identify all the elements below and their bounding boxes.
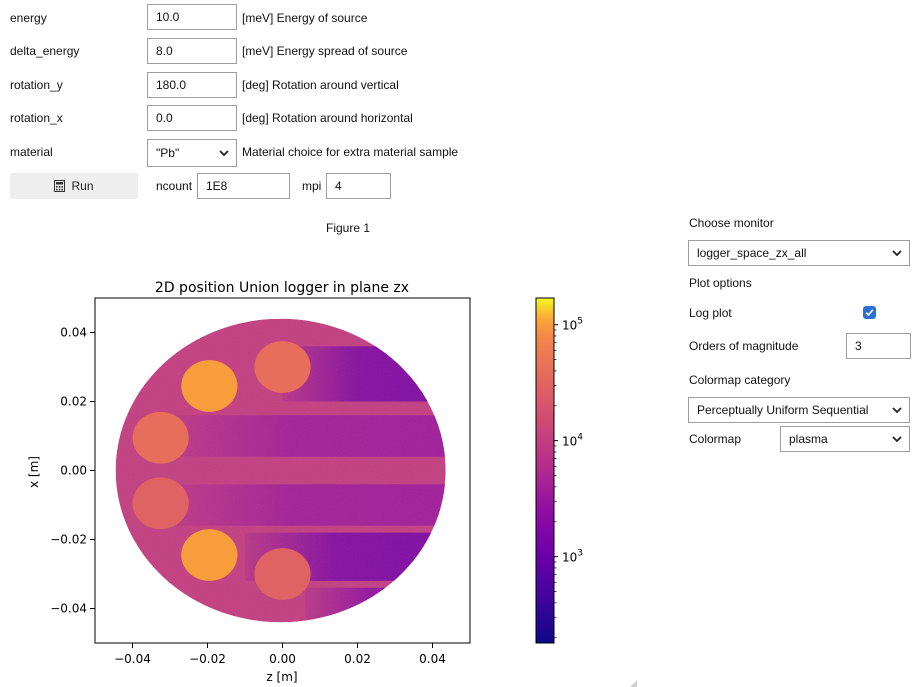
log-plot-checkbox[interactable] (863, 306, 876, 319)
hot-spot (181, 529, 238, 581)
run-button[interactable]: Run (10, 173, 138, 199)
choose-monitor-label: Choose monitor (689, 216, 774, 230)
colorbar-tick-label: 103 (562, 549, 583, 565)
y-tick-label: −0.02 (50, 533, 87, 547)
rotation-x-label: rotation_x (10, 111, 63, 125)
x-tick-label: 0.00 (269, 652, 296, 666)
orders-of-magnitude-label: Orders of magnitude (689, 339, 799, 353)
material-description: Material choice for extra material sampl… (242, 145, 459, 159)
y-axis-label: x [m] (27, 456, 41, 488)
material-label: material (10, 145, 53, 159)
colorbar-tick-label: 105 (562, 317, 583, 333)
colormap-select-value: plasma (789, 432, 828, 446)
hot-spot (254, 341, 311, 393)
delta-energy-input[interactable] (147, 38, 237, 64)
chevron-down-icon (892, 407, 902, 414)
colorbar-ticks: 105 104 103 (554, 317, 583, 639)
mpi-label: mpi (302, 179, 322, 193)
energy-input[interactable] (147, 4, 237, 30)
colorbar-tick-exponent: 4 (577, 433, 583, 443)
spots-group (132, 341, 311, 600)
colormap-category-value: Perceptually Uniform Sequential (697, 403, 869, 417)
material-select-value: "Pb" (156, 146, 180, 160)
y-tick-label: −0.04 (50, 602, 87, 616)
x-tick-label: −0.02 (189, 652, 226, 666)
hot-spot (254, 548, 311, 600)
ncount-label: ncount (156, 179, 193, 193)
x-axis: −0.04 −0.02 0.00 0.02 0.04 (114, 643, 446, 666)
colormap-label: Colormap (689, 432, 742, 446)
hot-spot (132, 411, 189, 464)
colormap-select[interactable]: plasma (780, 426, 910, 452)
monitor-select[interactable]: logger_space_zx_all (688, 240, 910, 266)
checkmark-icon (865, 309, 874, 317)
colorbar-tick-exponent: 5 (577, 317, 583, 327)
chevron-down-icon (892, 250, 902, 257)
rotation-x-description: [deg] Rotation around horizontal (242, 111, 413, 125)
colorbar-tick-exponent: 3 (577, 549, 583, 559)
log-plot-label: Log plot (689, 306, 732, 320)
y-tick-label: 0.04 (60, 326, 87, 340)
y-tick-label: 0.02 (60, 395, 87, 409)
material-select[interactable]: "Pb" (147, 139, 237, 167)
rotation-y-input[interactable] (147, 72, 237, 98)
orders-of-magnitude-input[interactable] (846, 333, 911, 359)
chart-title: 2D position Union logger in plane zx (155, 280, 409, 296)
ncount-input[interactable] (197, 173, 290, 199)
x-axis-label: z [m] (266, 670, 297, 684)
colorbar-tick-label: 104 (562, 433, 583, 449)
monitor-select-value: logger_space_zx_all (697, 246, 807, 260)
x-tick-label: 0.04 (419, 652, 446, 666)
rotation-y-label: rotation_y (10, 78, 63, 92)
calculator-icon (54, 180, 66, 192)
delta-energy-description: [meV] Energy spread of source (242, 44, 408, 58)
colormap-category-select[interactable]: Perceptually Uniform Sequential (688, 397, 910, 423)
mpi-input[interactable] (326, 173, 391, 199)
plot-options-label: Plot options (689, 276, 752, 290)
rotation-x-input[interactable] (147, 105, 237, 131)
colormap-category-label: Colormap category (689, 373, 791, 387)
x-tick-label: −0.04 (114, 652, 151, 666)
energy-label: energy (10, 11, 47, 25)
resize-handle-icon[interactable] (630, 680, 637, 687)
x-tick-label: 0.02 (344, 652, 371, 666)
delta-energy-label: delta_energy (10, 44, 80, 58)
y-axis: 0.04 0.02 0.00 −0.02 −0.04 (50, 326, 95, 616)
y-tick-label: 0.00 (60, 464, 87, 478)
plot-area (115, 318, 446, 623)
rotation-y-description: [deg] Rotation around vertical (242, 78, 399, 92)
chevron-down-icon (892, 436, 902, 443)
chevron-down-icon (219, 150, 229, 157)
hot-spot (132, 477, 189, 530)
figure-label: Figure 1 (326, 221, 371, 235)
run-button-label: Run (71, 179, 94, 193)
colorbar (535, 297, 555, 644)
hot-spot (181, 360, 238, 412)
energy-description: [meV] Energy of source (242, 11, 368, 25)
